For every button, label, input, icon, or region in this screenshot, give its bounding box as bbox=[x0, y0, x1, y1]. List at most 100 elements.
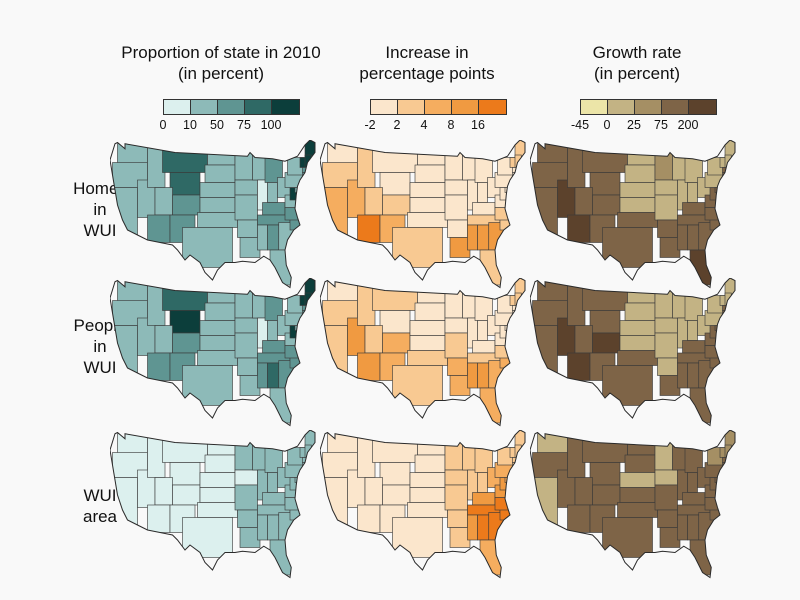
state-la bbox=[659, 375, 681, 396]
state-ms bbox=[677, 514, 688, 541]
legend-increase: -2 2 4 8 16 bbox=[364, 99, 507, 134]
us-map-row2-col2 bbox=[530, 430, 736, 579]
state-co bbox=[592, 332, 621, 354]
state-ky bbox=[262, 202, 286, 216]
state-ut bbox=[154, 187, 173, 216]
state-mo bbox=[444, 332, 468, 359]
state-wy bbox=[169, 310, 201, 334]
state-nd bbox=[417, 287, 446, 304]
state-nj bbox=[514, 179, 521, 191]
legend-swatch bbox=[581, 100, 608, 114]
us-outline bbox=[110, 278, 316, 427]
state-la bbox=[239, 237, 261, 258]
state-ms bbox=[467, 224, 478, 251]
state-sd bbox=[624, 164, 656, 183]
legend-tick: 8 bbox=[447, 118, 455, 132]
us-map-row1-col0 bbox=[110, 278, 316, 427]
state-az bbox=[567, 504, 591, 533]
state-wy bbox=[589, 172, 621, 196]
state-mo bbox=[654, 194, 678, 221]
state-ks bbox=[619, 487, 656, 503]
us-map-row2-col0 bbox=[110, 430, 316, 579]
state-sd bbox=[414, 302, 446, 321]
state-al bbox=[477, 224, 490, 251]
state-ks bbox=[619, 197, 656, 213]
state-ia bbox=[444, 317, 468, 334]
state-nj bbox=[724, 179, 731, 191]
legend-tick: 0 bbox=[603, 118, 611, 132]
state-in bbox=[687, 182, 698, 203]
state-wy bbox=[169, 462, 201, 486]
us-outline bbox=[320, 278, 526, 427]
state-ut bbox=[574, 325, 593, 354]
state-ar bbox=[447, 357, 468, 376]
row-label-line2: in bbox=[93, 337, 107, 356]
us-outline bbox=[530, 140, 736, 289]
state-tx bbox=[602, 227, 653, 268]
state-nj bbox=[724, 317, 731, 329]
row-label-line3: WUI bbox=[83, 221, 117, 240]
state-tx bbox=[392, 227, 443, 268]
us-map-row0-col2 bbox=[530, 140, 736, 289]
column-title-increase: Increase in percentage points bbox=[327, 42, 527, 84]
legend-swatch bbox=[164, 100, 191, 114]
column-title-proportion: Proportion of state in 2010 (in percent) bbox=[118, 42, 324, 84]
state-de bbox=[517, 187, 522, 193]
state-az bbox=[147, 504, 171, 533]
state-ks bbox=[199, 197, 236, 213]
legend-tick: 2 bbox=[393, 118, 401, 132]
state-co bbox=[382, 484, 411, 506]
legend-growth: -45 0 25 75 200 bbox=[571, 99, 717, 134]
state-ma bbox=[302, 457, 313, 463]
column-title-line1: Proportion of state in 2010 bbox=[121, 43, 321, 62]
state-al bbox=[477, 514, 490, 541]
legend-tick: 75 bbox=[654, 118, 668, 132]
legend-color-bar bbox=[370, 99, 507, 115]
state-la bbox=[449, 527, 471, 548]
state-ar bbox=[657, 219, 678, 238]
state-de bbox=[307, 477, 312, 483]
state-ia bbox=[444, 179, 468, 196]
state-mo bbox=[234, 484, 258, 511]
state-ok bbox=[197, 502, 238, 518]
state-ms bbox=[257, 362, 268, 389]
state-nd bbox=[627, 149, 656, 166]
state-ne bbox=[409, 320, 446, 336]
state-az bbox=[567, 214, 591, 243]
legend-swatch bbox=[689, 100, 716, 114]
legend-swatch bbox=[245, 100, 272, 114]
state-mo bbox=[234, 332, 258, 359]
state-wy bbox=[169, 172, 201, 196]
us-outline bbox=[320, 140, 526, 289]
state-nd bbox=[207, 287, 236, 304]
legend-tick: -45 bbox=[570, 118, 590, 132]
state-co bbox=[172, 484, 201, 506]
legend-swatch bbox=[191, 100, 218, 114]
us-map-row1-col1 bbox=[320, 278, 526, 427]
state-ky bbox=[472, 340, 496, 354]
legend-swatch bbox=[452, 100, 479, 114]
state-in bbox=[477, 320, 488, 341]
row-label-line1: People bbox=[73, 316, 127, 335]
state-az bbox=[147, 352, 171, 381]
state-ar bbox=[447, 509, 468, 528]
state-sd bbox=[204, 164, 236, 183]
state-ma bbox=[512, 305, 523, 311]
state-ky bbox=[262, 492, 286, 506]
state-ky bbox=[682, 340, 706, 354]
state-ne bbox=[199, 320, 236, 336]
state-nd bbox=[207, 439, 236, 456]
legend-swatch bbox=[635, 100, 662, 114]
column-title-line2: (in percent) bbox=[594, 64, 680, 83]
state-de bbox=[307, 325, 312, 331]
state-nj bbox=[304, 179, 311, 191]
state-ut bbox=[364, 187, 383, 216]
row-label-line2: in bbox=[93, 200, 107, 219]
state-co bbox=[592, 484, 621, 506]
state-ks bbox=[409, 197, 446, 213]
us-map-row0-col1 bbox=[320, 140, 526, 289]
us-outline bbox=[110, 430, 316, 579]
state-nj bbox=[724, 469, 731, 481]
state-al bbox=[687, 224, 700, 251]
row-label-people: People in WUI bbox=[50, 315, 150, 378]
